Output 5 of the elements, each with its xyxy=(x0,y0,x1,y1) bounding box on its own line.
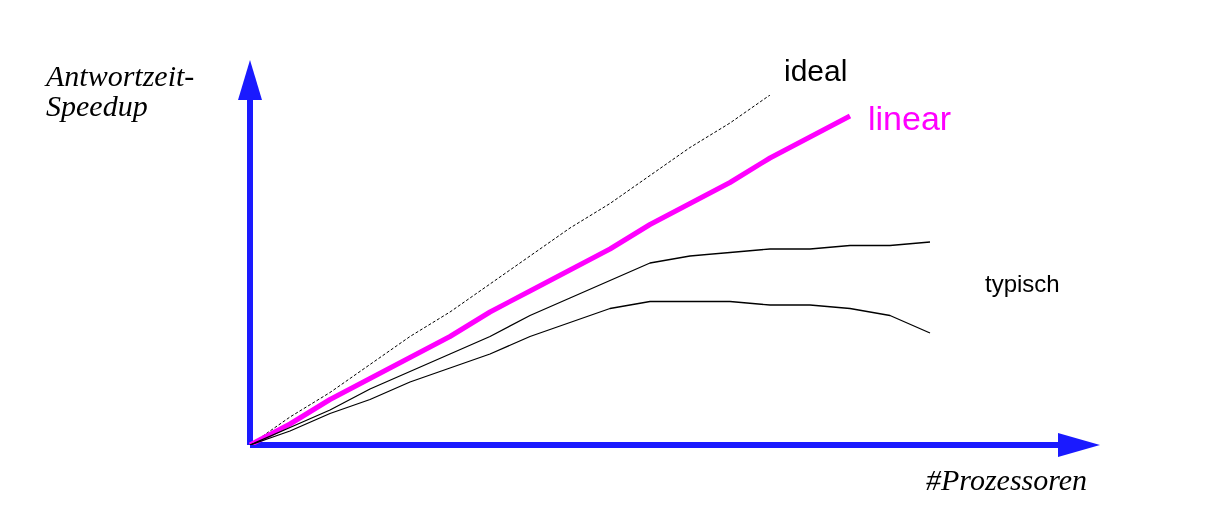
series-label: ideal xyxy=(784,54,848,87)
series-label: linear xyxy=(868,99,952,137)
text: typisch xyxy=(985,270,1060,297)
y-axis-title: Antwortzeit- Speedup xyxy=(44,59,195,122)
x-axis-title: #Prozessoren xyxy=(926,463,1088,496)
